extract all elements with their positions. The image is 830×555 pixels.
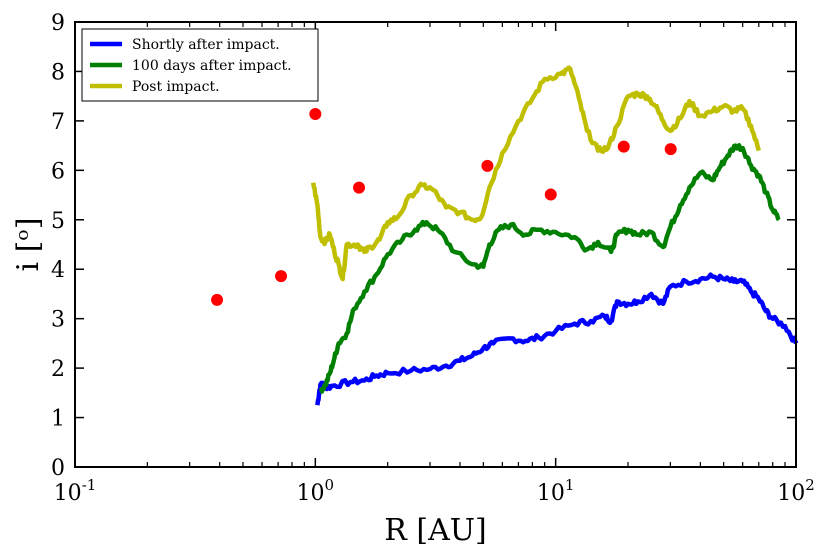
x-tick-exponent: 2: [805, 476, 815, 494]
data-point-2: [309, 107, 322, 120]
x-tick-label-3: 102: [777, 476, 815, 506]
y-tick-labels: 0 1 2 3 4 5 6 7 8 9: [51, 11, 65, 481]
legend-label-1: 100 days after impact.: [132, 58, 292, 74]
data-point-4: [481, 159, 494, 172]
y-tick-label-8: 8: [51, 60, 65, 85]
data-point-6: [617, 140, 630, 153]
series-layer: [310, 65, 799, 406]
y-axis-label: i [ᵒ]: [11, 217, 46, 271]
x-tick-label-2: 101: [537, 476, 575, 506]
data-point-3: [353, 181, 366, 194]
x-axis-label: R [AU]: [384, 513, 486, 548]
x-tick-label-1: 100: [297, 476, 335, 506]
y-tick-label-1: 1: [51, 407, 65, 432]
x-tick-label-0: 10-1: [54, 476, 97, 506]
x-tick-base: 10: [537, 481, 565, 506]
series-line-2: [310, 65, 761, 282]
y-tick-label-2: 2: [51, 357, 65, 382]
y-tick-label-3: 3: [51, 308, 65, 333]
x-tick-exponent: -1: [82, 476, 97, 494]
x-tick-base: 10: [54, 481, 82, 506]
y-tick-label-0: 0: [51, 456, 65, 481]
x-tick-exponent: 1: [565, 476, 575, 494]
ticks-layer: [74, 21, 797, 468]
y-tick-label-9: 9: [51, 11, 65, 36]
series-line-1: [318, 143, 781, 394]
series-line-0: [315, 272, 799, 406]
legend-label-2: Post impact.: [132, 79, 220, 95]
plot-frame: [74, 21, 797, 468]
x-tick-base: 10: [297, 481, 325, 506]
y-tick-label-5: 5: [51, 209, 65, 234]
data-point-1: [275, 270, 288, 283]
scatter-points: [211, 107, 677, 306]
x-tick-exponent: 0: [325, 476, 335, 494]
y-tick-label-7: 7: [51, 110, 65, 135]
data-point-0: [211, 293, 224, 306]
y-tick-label-4: 4: [51, 258, 65, 283]
data-point-5: [544, 188, 557, 201]
legend: Shortly after impact. 100 days after impa…: [81, 28, 319, 102]
data-point-7: [664, 143, 677, 156]
legend-label-0: Shortly after impact.: [132, 37, 280, 53]
x-tick-base: 10: [777, 481, 805, 506]
y-tick-label-6: 6: [51, 159, 65, 184]
x-tick-labels: 10-1 100 101 102: [54, 476, 815, 506]
